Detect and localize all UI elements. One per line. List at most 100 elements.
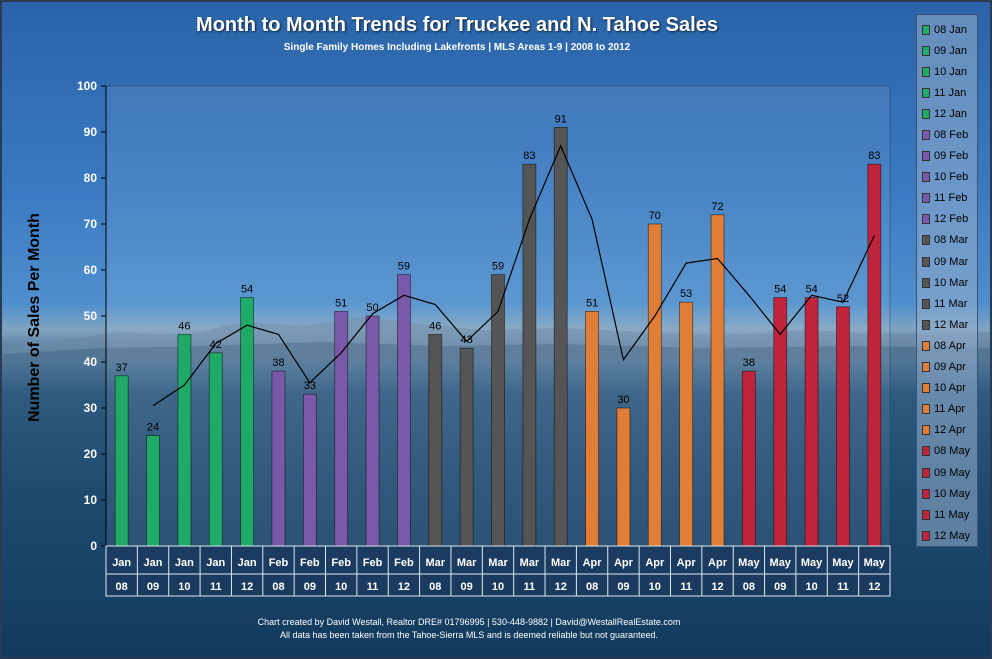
x-tick-label-month: Mar	[551, 557, 571, 569]
legend-item: 11 Feb	[917, 188, 977, 209]
legend-swatch	[922, 172, 930, 183]
legend-label: 10 Apr	[934, 382, 966, 395]
y-tick-label: 70	[84, 217, 98, 231]
legend-label: 08 Mar	[934, 234, 969, 247]
data-label: 83	[868, 150, 880, 162]
legend-item: 12 Apr	[917, 420, 977, 441]
data-label: 72	[711, 201, 723, 213]
legend-swatch	[922, 467, 930, 478]
bar	[365, 315, 380, 547]
y-tick-label: 100	[77, 79, 97, 93]
chart-title: Month to Month Trends for Truckee and N.…	[196, 14, 718, 36]
legend-item: 10 Mar	[917, 272, 977, 293]
data-label: 54	[805, 284, 817, 296]
x-tick-label-month: Feb	[363, 557, 383, 569]
bar	[459, 347, 474, 547]
bar	[397, 274, 411, 547]
data-label: 37	[116, 362, 128, 374]
legend-swatch	[922, 130, 930, 141]
legend-swatch	[922, 319, 930, 330]
x-tick-label-month: Apr	[708, 557, 728, 569]
x-tick-label-year: 11	[680, 581, 692, 593]
legend-item: 12 May	[917, 525, 977, 546]
x-tick-label-month: Mar	[488, 557, 508, 569]
bar	[647, 223, 662, 547]
legend-label: 09 Mar	[934, 255, 969, 268]
bar	[114, 375, 129, 547]
x-tick-label-month: Jan	[175, 557, 194, 569]
legend-item: 09 Apr	[917, 357, 977, 378]
legend-label: 09 Feb	[934, 150, 969, 163]
x-tick-label-year: 09	[147, 581, 159, 593]
x-tick-label-year: 11	[524, 581, 536, 593]
y-tick-label: 40	[84, 355, 98, 369]
bar	[741, 370, 756, 547]
legend-label: 12 May	[934, 529, 971, 542]
legend-item: 08 Apr	[917, 335, 977, 356]
x-tick-label-month: Feb	[331, 557, 351, 569]
trend-line	[152, 144, 875, 407]
legend-label: 12 Apr	[934, 424, 966, 437]
footer-disclaimer: All data has been taken from the Tahoe-S…	[279, 630, 659, 640]
legend-swatch	[922, 298, 930, 309]
legend-swatch	[922, 66, 930, 77]
legend-swatch	[922, 530, 930, 541]
legend-swatch	[922, 151, 930, 162]
x-tick-label-month: Jan	[206, 557, 225, 569]
x-tick-label-month: Jan	[238, 557, 257, 569]
bar	[522, 163, 537, 547]
data-label: 24	[147, 422, 159, 434]
bar	[302, 393, 317, 547]
x-tick-label-year: 10	[178, 581, 190, 593]
legend-label: 08 Apr	[934, 339, 966, 352]
legend-swatch	[922, 509, 930, 520]
y-tick-label: 80	[84, 171, 98, 185]
legend-label: 10 Mar	[934, 276, 969, 289]
x-tick-label-year: 12	[555, 581, 567, 593]
x-tick-label-year: 09	[461, 581, 473, 593]
bar	[177, 333, 192, 547]
legend-swatch	[922, 235, 930, 246]
y-tick-label: 50	[84, 309, 98, 323]
x-tick-label-year: 10	[335, 581, 347, 593]
legend-swatch	[922, 214, 930, 225]
x-tick-label-month: May	[864, 557, 886, 569]
legend-label: 11 Feb	[934, 192, 968, 205]
legend-item: 10 Jan	[917, 61, 977, 82]
legend-item: 12 Jan	[917, 103, 977, 124]
data-label: 50	[366, 302, 378, 314]
x-tick-label-year: 12	[711, 581, 723, 593]
legend-item: 11 Jan	[917, 82, 977, 103]
legend-label: 12 Jan	[934, 107, 968, 120]
data-label: 52	[837, 293, 849, 305]
legend-label: 11 Apr	[934, 403, 965, 416]
legend-label: 11 Jan	[934, 86, 967, 99]
x-tick-label-year: 10	[492, 581, 504, 593]
legend-label: 11 Mar	[934, 297, 968, 310]
legend-item: 08 Mar	[917, 230, 977, 251]
legend-swatch	[922, 488, 930, 499]
legend-item: 09 Mar	[917, 251, 977, 272]
legend-item: 10 Feb	[917, 167, 977, 188]
legend-item: 11 Apr	[917, 399, 977, 420]
data-label: 70	[649, 210, 661, 222]
x-tick-label-year: 10	[649, 581, 661, 593]
data-label: 51	[586, 297, 598, 309]
data-label: 51	[335, 297, 347, 309]
data-label: 59	[492, 261, 504, 273]
legend-label: 09 Jan	[934, 44, 968, 57]
bar	[616, 407, 631, 547]
legend-label: 08 Feb	[934, 129, 969, 142]
legend-label: 10 Feb	[934, 171, 969, 184]
x-tick-label-year: 08	[429, 581, 441, 593]
y-tick-label: 0	[90, 539, 97, 553]
legend-item: 12 Feb	[917, 209, 977, 230]
legend-label: 08 May	[934, 445, 971, 458]
legend-swatch	[922, 383, 930, 394]
data-label: 46	[178, 320, 190, 332]
bar	[146, 435, 160, 547]
bar	[271, 370, 286, 547]
legend-item: 12 Mar	[917, 314, 977, 335]
legend-item: 10 Apr	[917, 378, 977, 399]
